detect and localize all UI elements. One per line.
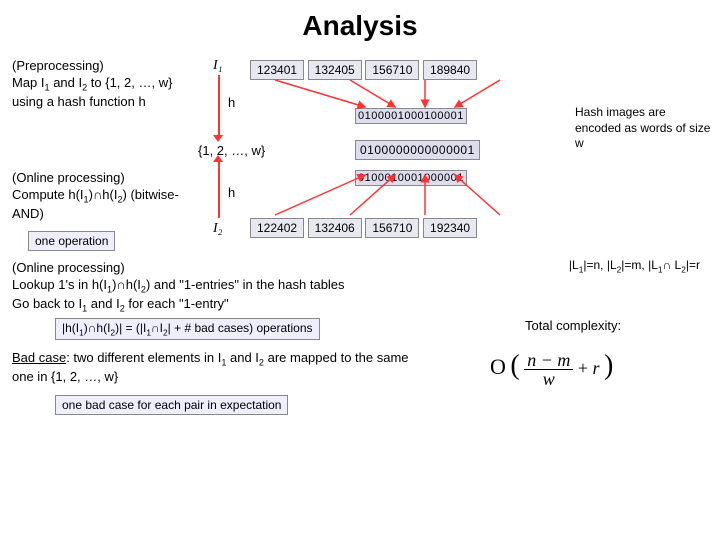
i2-c0: 122402 xyxy=(250,218,304,238)
arrow-i1 xyxy=(218,75,220,135)
i2-c3: 192340 xyxy=(423,218,477,238)
pre-heading: (Preprocessing) xyxy=(12,58,197,75)
preprocessing-block: (Preprocessing) Map I1 and I2 to {1, 2, … xyxy=(12,58,197,111)
h2-label: h xyxy=(228,185,235,200)
ops-box: |h(I1)∩h(I2)| = (|I1∩I2| + # bad cases) … xyxy=(55,318,320,340)
total-label: Total complexity: xyxy=(525,318,621,333)
online1-block: (Online processing) Compute h(I1)∩h(I2) … xyxy=(12,170,197,223)
online1-heading: (Online processing) xyxy=(12,170,197,187)
i2-label: I₂ xyxy=(213,221,223,237)
one-op-box: one operation xyxy=(28,231,115,251)
badcase-box: one bad case for each pair in expectatio… xyxy=(55,395,288,415)
bigO: O ( n − m w + r ) xyxy=(490,350,613,388)
i2-c2: 156710 xyxy=(365,218,419,238)
bin1: 0100001000100001 xyxy=(355,108,467,124)
i1-label: I₁ xyxy=(213,58,223,74)
bin-mid: 0100000000000001 xyxy=(355,140,480,160)
online2-heading: (Online processing) xyxy=(12,260,522,277)
row-i2: 122402 132406 156710 192340 xyxy=(250,218,477,238)
online1-body: Compute h(I1)∩h(I2) (bitwise-AND) xyxy=(12,187,197,223)
badcase: Bad case: two different elements in I1 a… xyxy=(12,350,412,386)
set-label: {1, 2, …, w} xyxy=(198,143,265,158)
online2-block: (Online processing) Lookup 1's in h(I1)∩… xyxy=(12,260,522,316)
sizes: |L1|=n, |L2|=m, |L1∩ L2|=r xyxy=(569,258,700,274)
pre-body: Map I1 and I2 to {1, 2, …, w} using a ha… xyxy=(12,75,197,111)
i2-c1: 132406 xyxy=(308,218,362,238)
i1-c1: 132405 xyxy=(308,60,362,80)
i1-c3: 189840 xyxy=(423,60,477,80)
arrow-i1-head xyxy=(213,135,223,142)
arrow-i2-head xyxy=(213,155,223,162)
h1-label: h xyxy=(228,95,235,110)
arrow-i2 xyxy=(218,160,220,218)
bin2: 0100010001000001 xyxy=(355,170,467,186)
i1-c0: 123401 xyxy=(250,60,304,80)
row-i1: 123401 132405 156710 189840 xyxy=(250,60,477,80)
right-note: Hash images are encoded as words of size… xyxy=(575,105,715,152)
online2-l1: Lookup 1's in h(I1)∩h(I2) and "1-entries… xyxy=(12,277,522,296)
online2-l2: Go back to I1 and I2 for each "1-entry" xyxy=(12,296,522,315)
i1-c2: 156710 xyxy=(365,60,419,80)
page-title: Analysis xyxy=(0,0,720,42)
